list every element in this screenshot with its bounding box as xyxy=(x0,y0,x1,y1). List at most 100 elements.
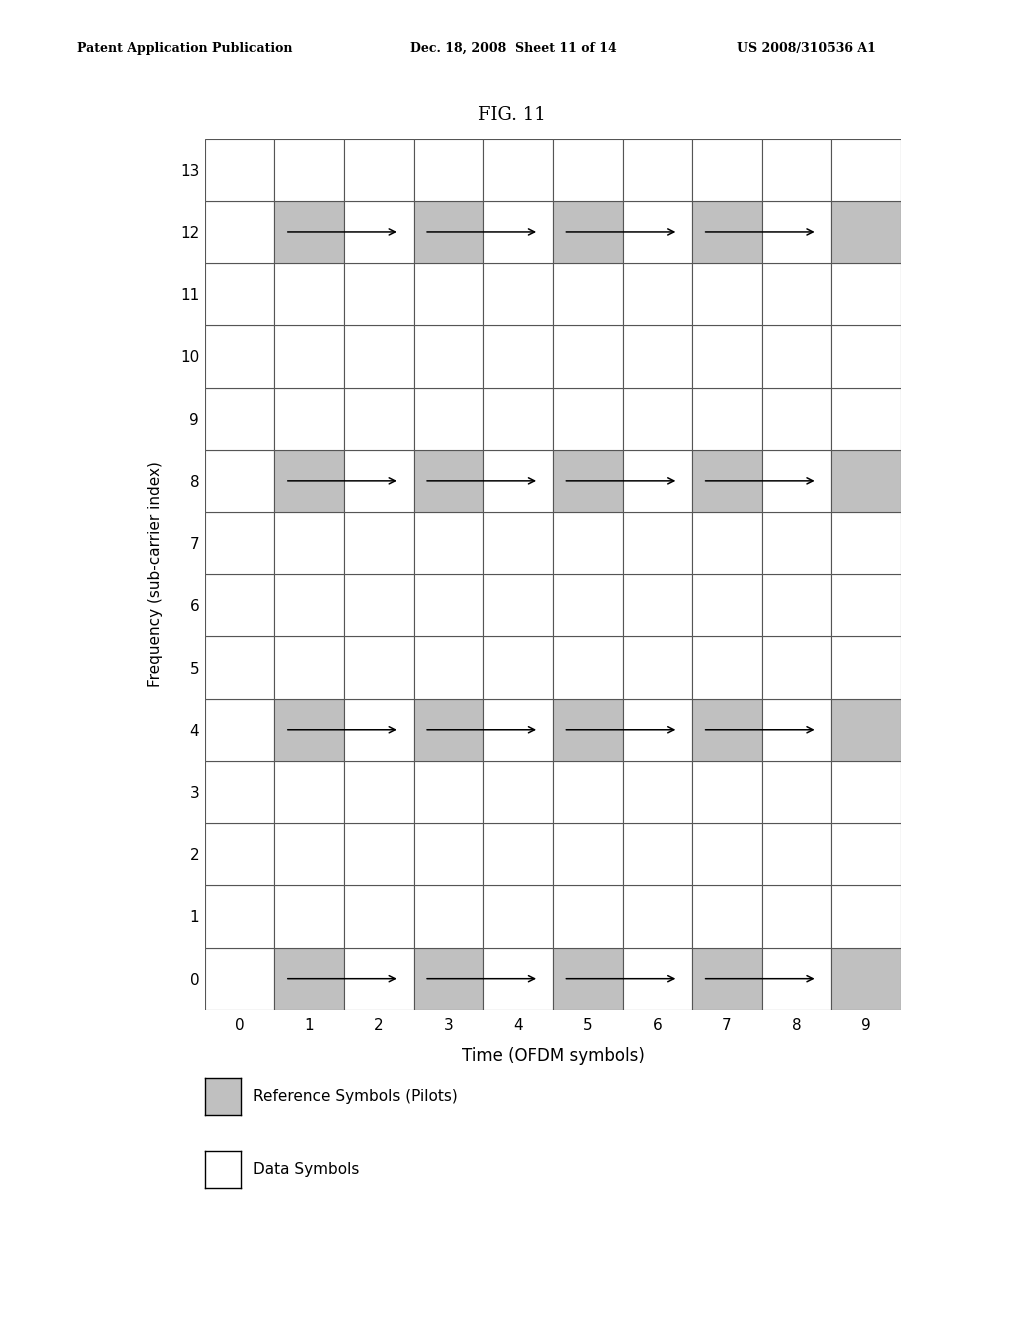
Bar xyxy=(553,325,623,388)
Bar xyxy=(205,886,274,948)
Bar xyxy=(831,760,901,824)
Bar xyxy=(623,201,692,263)
Bar xyxy=(762,636,831,698)
Bar xyxy=(762,886,831,948)
Bar xyxy=(553,760,623,824)
Bar xyxy=(414,263,483,325)
Bar xyxy=(205,263,274,325)
Bar xyxy=(692,636,762,698)
Bar xyxy=(831,450,901,512)
Bar xyxy=(762,325,831,388)
Bar xyxy=(344,512,414,574)
Bar xyxy=(692,698,762,760)
Bar xyxy=(344,263,414,325)
Bar xyxy=(205,388,274,450)
Bar xyxy=(483,263,553,325)
Bar xyxy=(205,824,274,886)
Bar xyxy=(623,698,692,760)
Bar xyxy=(553,263,623,325)
Bar xyxy=(205,636,274,698)
Bar xyxy=(553,574,623,636)
Bar xyxy=(762,263,831,325)
Bar xyxy=(623,512,692,574)
Bar xyxy=(274,388,344,450)
Bar xyxy=(344,574,414,636)
Bar xyxy=(205,948,274,1010)
Bar xyxy=(344,698,414,760)
Bar xyxy=(831,512,901,574)
Bar xyxy=(205,139,274,201)
Bar xyxy=(553,201,623,263)
Text: US 2008/310536 A1: US 2008/310536 A1 xyxy=(737,42,877,55)
Bar xyxy=(623,263,692,325)
Bar xyxy=(831,948,901,1010)
Bar xyxy=(623,886,692,948)
Bar xyxy=(762,450,831,512)
Bar xyxy=(344,139,414,201)
Bar xyxy=(692,948,762,1010)
Bar xyxy=(553,388,623,450)
Bar xyxy=(692,388,762,450)
Bar xyxy=(483,948,553,1010)
Bar xyxy=(483,824,553,886)
Bar xyxy=(623,636,692,698)
Bar xyxy=(623,450,692,512)
Bar xyxy=(553,139,623,201)
Bar xyxy=(483,760,553,824)
Bar xyxy=(623,824,692,886)
Bar xyxy=(414,824,483,886)
Bar xyxy=(205,574,274,636)
Bar xyxy=(553,698,623,760)
Bar xyxy=(831,325,901,388)
Bar xyxy=(623,325,692,388)
Bar xyxy=(762,139,831,201)
Bar xyxy=(831,263,901,325)
Text: Data Symbols: Data Symbols xyxy=(253,1162,359,1177)
Bar xyxy=(483,139,553,201)
Bar xyxy=(623,760,692,824)
Bar xyxy=(205,450,274,512)
Bar xyxy=(274,760,344,824)
Bar xyxy=(344,388,414,450)
Bar xyxy=(344,886,414,948)
Bar xyxy=(274,201,344,263)
Bar xyxy=(274,636,344,698)
Bar xyxy=(692,886,762,948)
Bar xyxy=(762,948,831,1010)
Y-axis label: Frequency (sub-carrier index): Frequency (sub-carrier index) xyxy=(148,461,163,688)
Bar xyxy=(414,948,483,1010)
Bar xyxy=(762,824,831,886)
Bar xyxy=(274,824,344,886)
Bar xyxy=(692,325,762,388)
Bar xyxy=(414,636,483,698)
Bar xyxy=(205,325,274,388)
Bar xyxy=(762,201,831,263)
Bar xyxy=(692,760,762,824)
Bar xyxy=(483,325,553,388)
Bar xyxy=(623,139,692,201)
Text: FIG. 11: FIG. 11 xyxy=(478,106,546,124)
Bar xyxy=(414,201,483,263)
Bar xyxy=(623,574,692,636)
Bar xyxy=(483,388,553,450)
Bar xyxy=(483,512,553,574)
Bar xyxy=(274,450,344,512)
Text: Patent Application Publication: Patent Application Publication xyxy=(77,42,292,55)
Bar xyxy=(483,698,553,760)
Bar xyxy=(831,201,901,263)
Bar xyxy=(274,263,344,325)
Bar xyxy=(692,450,762,512)
Bar xyxy=(205,201,274,263)
Bar xyxy=(831,824,901,886)
Bar xyxy=(692,263,762,325)
Bar xyxy=(692,201,762,263)
Bar xyxy=(344,760,414,824)
Bar xyxy=(414,388,483,450)
Bar xyxy=(831,698,901,760)
Bar xyxy=(692,824,762,886)
Text: Reference Symbols (Pilots): Reference Symbols (Pilots) xyxy=(253,1089,458,1105)
Bar xyxy=(623,948,692,1010)
Bar xyxy=(553,450,623,512)
Bar xyxy=(274,512,344,574)
Bar xyxy=(483,574,553,636)
